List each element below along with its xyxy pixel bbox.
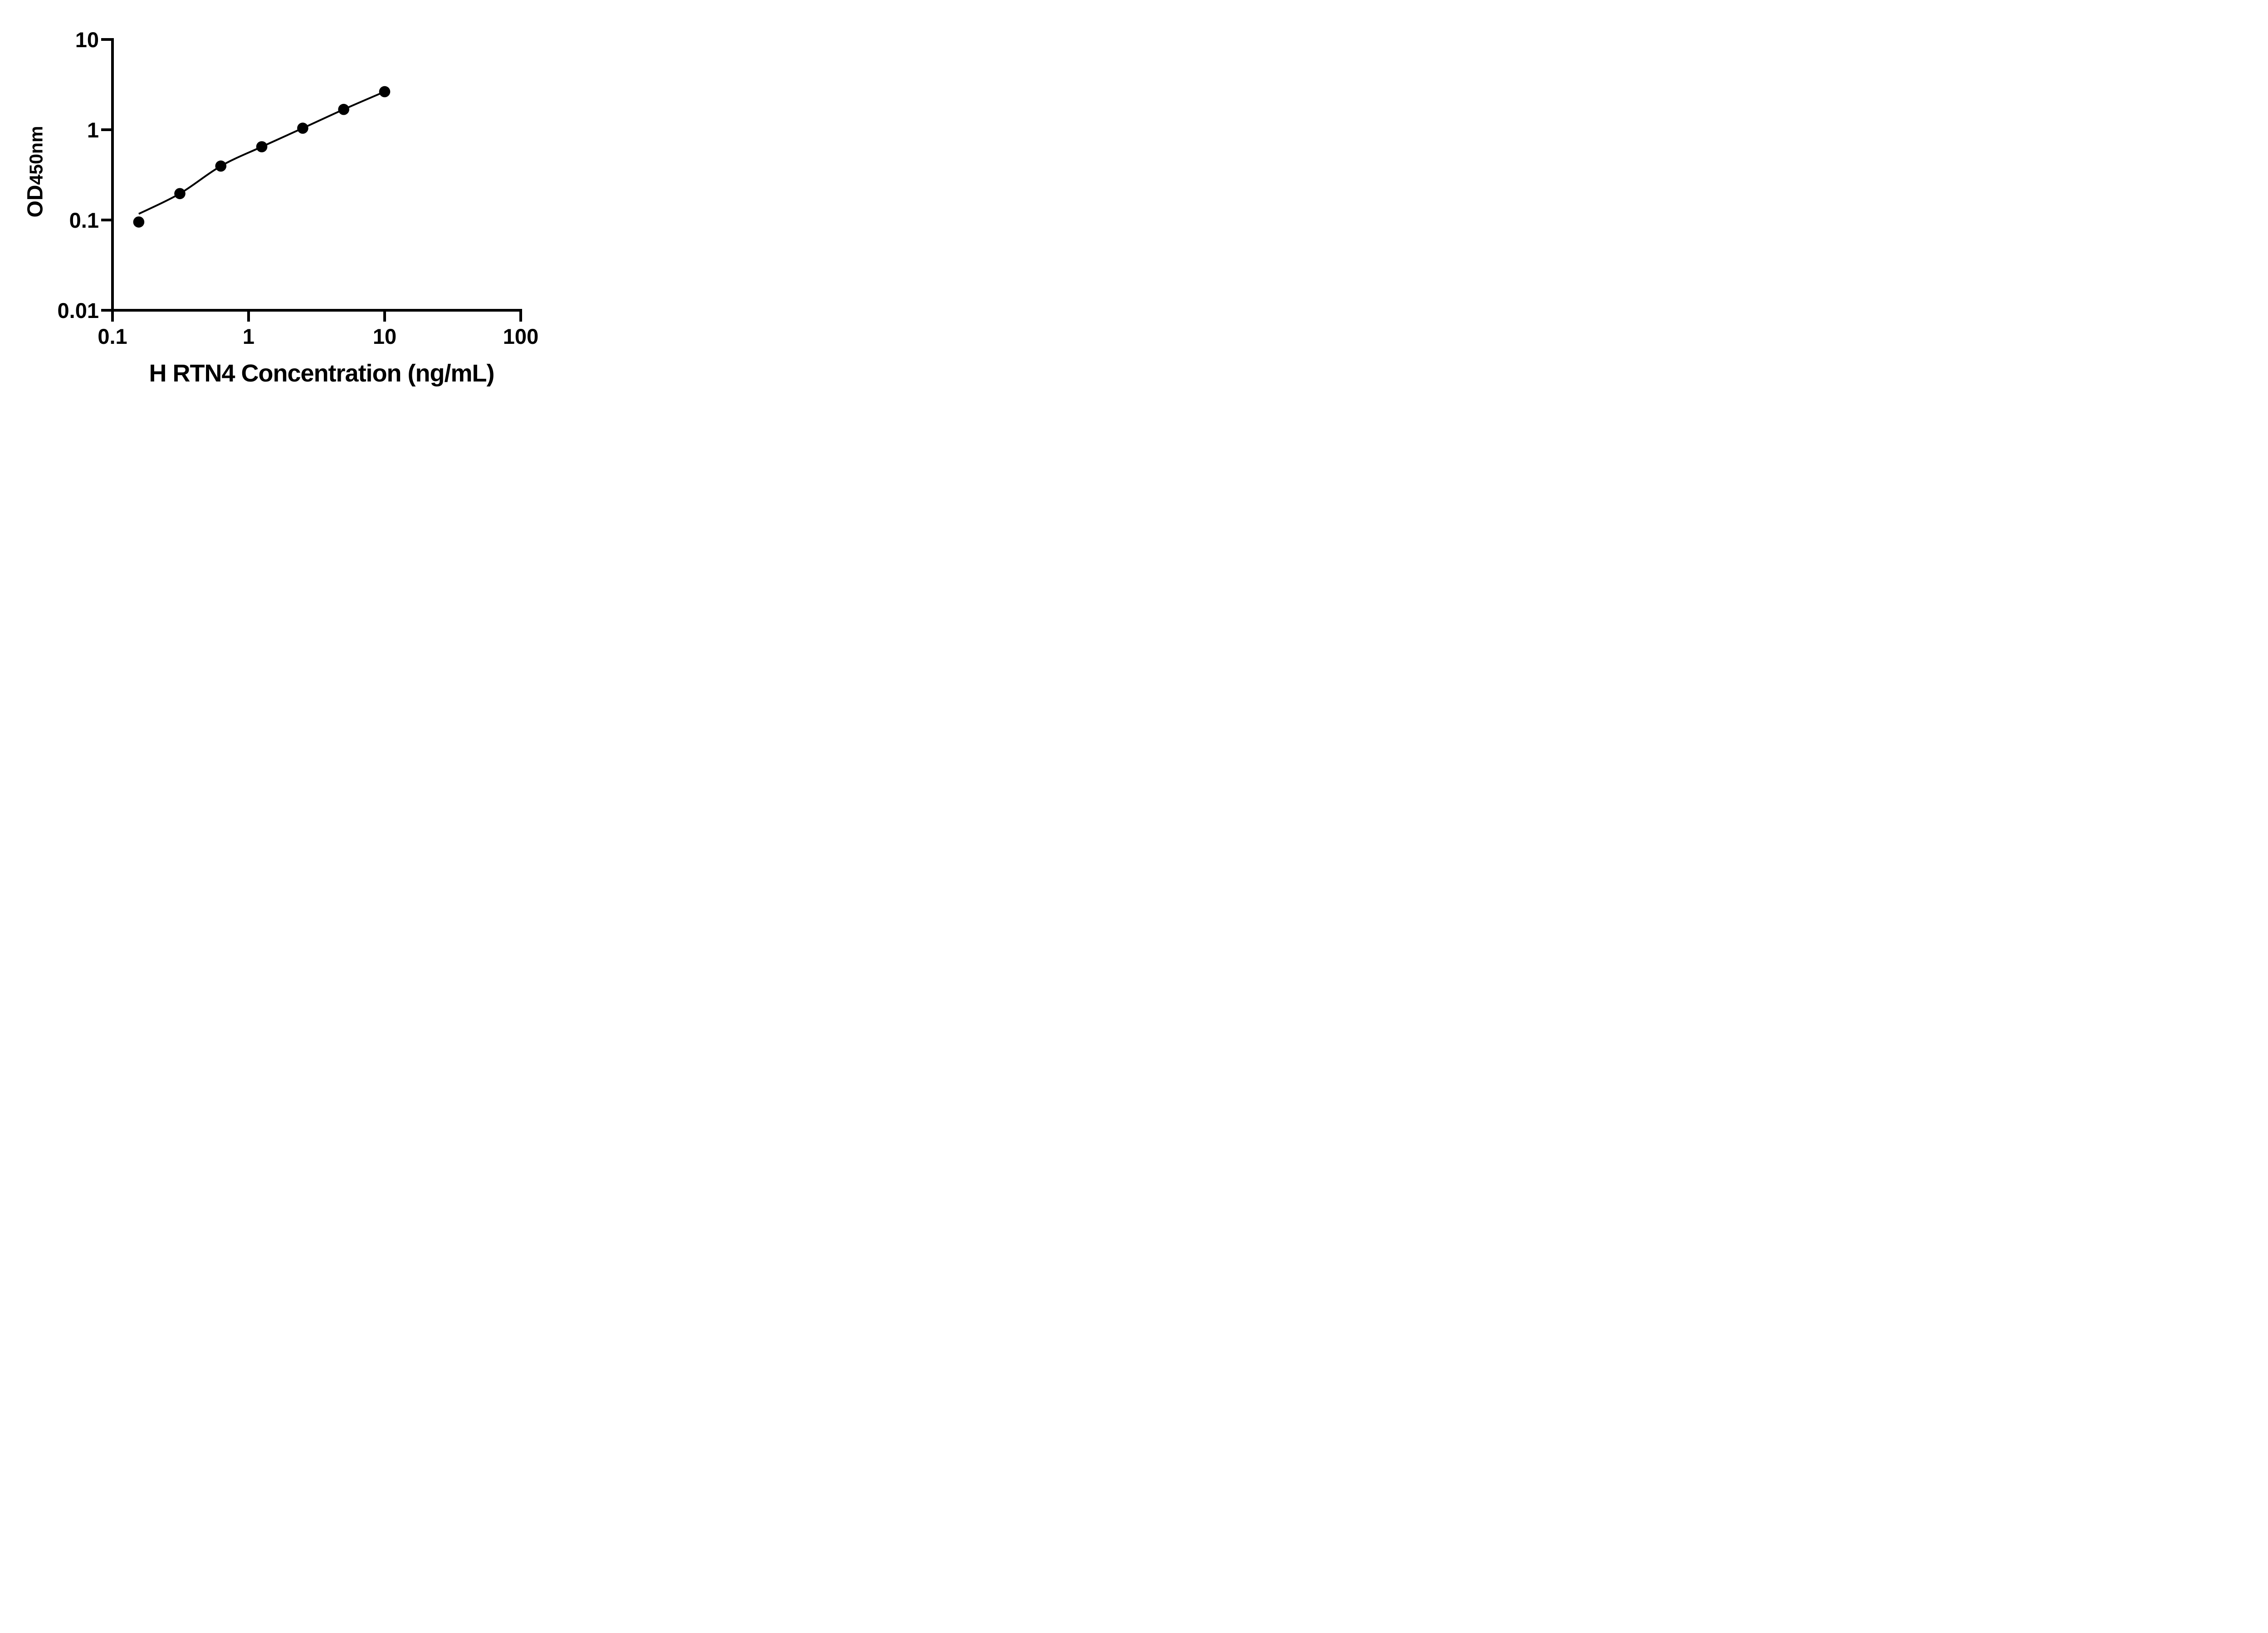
y-axis-label-main: OD <box>23 185 48 218</box>
y-tick-label: 10 <box>75 27 99 52</box>
y-tick-label: 1 <box>87 117 99 142</box>
x-tick-label: 10 <box>372 324 397 348</box>
data-point <box>379 86 391 98</box>
y-axis-label: OD450nm <box>23 126 48 218</box>
elisa-standard-curve-figure: 10 1 0.1 0.01 0.1 1 10 100 OD450nm H RTN4 Conc… <box>0 0 583 408</box>
data-point <box>338 103 349 115</box>
x-tick-label: 0.1 <box>98 324 127 348</box>
x-tick-label: 100 <box>503 324 539 348</box>
data-point <box>297 122 308 134</box>
x-tick-label: 1 <box>242 324 255 348</box>
data-point <box>133 216 145 228</box>
data-point <box>215 160 227 172</box>
y-axis-label-sub: 450nm <box>25 126 47 185</box>
plot-area <box>101 38 522 322</box>
x-axis-title: H RTN4 Concentration (ng/mL) <box>149 360 495 387</box>
y-tick-label: 0.01 <box>57 298 99 323</box>
y-tick-label: 0.1 <box>69 208 99 232</box>
data-point <box>256 141 268 152</box>
data-point <box>174 188 186 200</box>
